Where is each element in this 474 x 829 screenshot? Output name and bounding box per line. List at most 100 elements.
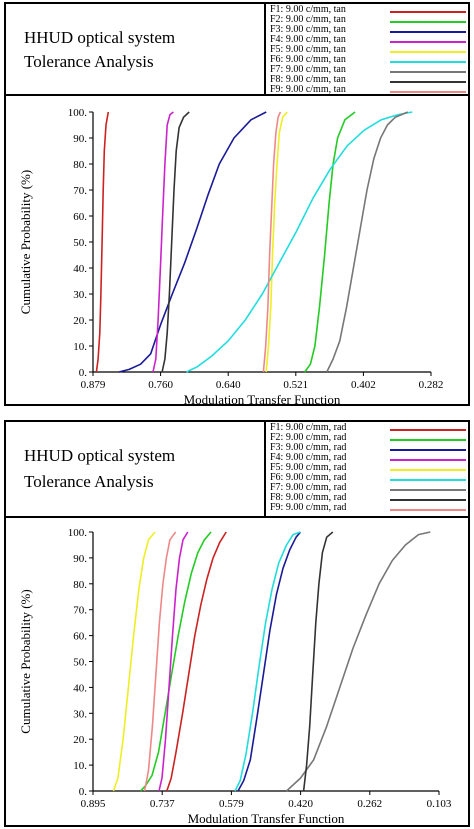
y-tick-label: 20. (73, 734, 87, 746)
x-tick-label: 0.262 (357, 798, 382, 810)
legend-label: F6: 9.00 c/mm, rad (270, 472, 347, 483)
legend-label: F4: 9.00 c/mm, tan (270, 34, 346, 45)
legend-entry: F4: 9.00 c/mm, tan (266, 34, 472, 46)
y-tick-label: 30. (73, 289, 87, 301)
x-tick-label: 0.579 (219, 798, 244, 810)
legend-entry: F6: 9.00 c/mm, tan (266, 54, 472, 66)
chart-header-1: HHUD optical system Tolerance Analysis F… (6, 4, 468, 96)
legend-swatch (390, 31, 466, 33)
chart-header-2: HHUD optical system Tolerance Analysis F… (6, 422, 468, 518)
plot-1: 0. 10. 20. 30. 40. 50. 60. 70. 80. 90. 100. 0.879 0.… (18, 107, 444, 407)
legend-entry: F2: 9.00 c/mm, rad (266, 432, 472, 444)
y-tick-label: 100. (68, 107, 88, 119)
y-tick-label: 20. (73, 315, 87, 327)
legend-label: F8: 9.00 c/mm, tan (270, 74, 346, 85)
x-tick-label: 0.760 (148, 379, 173, 391)
legend-label: F3: 9.00 c/mm, rad (270, 442, 347, 453)
series-line-f9 (262, 111, 282, 373)
legend-entry: F8: 9.00 c/mm, rad (266, 492, 472, 504)
legend-entry: F9: 9.00 c/mm, tan (266, 84, 472, 96)
y-tick-label: 90. (73, 133, 87, 145)
chart-title-1: HHUD optical system (24, 28, 176, 47)
y-tick-label: 70. (73, 185, 87, 197)
legend-swatch (390, 439, 466, 441)
x-axis-label: Modulation Transfer Function (188, 811, 345, 826)
legend-swatch (390, 499, 466, 501)
legend-label: F7: 9.00 c/mm, tan (270, 64, 346, 75)
legend-swatch (390, 71, 466, 73)
y-tick-label: 0. (79, 367, 88, 379)
y-tick-label: 10. (73, 341, 87, 353)
legend-label: F9: 9.00 c/mm, tan (270, 84, 346, 95)
legend-swatch (390, 11, 466, 13)
series-line-f3 (237, 531, 302, 792)
legend-swatch (390, 479, 466, 481)
y-tick-label: 40. (73, 263, 87, 275)
series-line-f7 (285, 531, 431, 792)
legend-swatch (390, 429, 466, 431)
y-tick-label: 30. (73, 708, 87, 720)
legend-label: F5: 9.00 c/mm, tan (270, 44, 346, 55)
y-tick-label: 100. (68, 527, 88, 539)
legend-label: F7: 9.00 c/mm, rad (270, 482, 347, 493)
x-tick-label: 0.640 (216, 379, 241, 391)
series-line-f4 (158, 531, 189, 792)
legend-label: F9: 9.00 c/mm, rad (270, 502, 347, 513)
legend-swatch (390, 509, 466, 511)
series-line-f5 (112, 531, 156, 792)
legend-entry: F7: 9.00 c/mm, rad (266, 482, 472, 494)
legend-entry: F8: 9.00 c/mm, tan (266, 74, 472, 86)
x-tick-label: 0.521 (283, 379, 308, 391)
x-tick-label: 0.282 (419, 379, 444, 391)
legend-swatch (390, 489, 466, 491)
y-axis-label: Cumulative Probability (%) (18, 170, 33, 314)
series-line-f2 (140, 531, 212, 792)
series-line-f1 (166, 531, 227, 792)
legend-swatch (390, 81, 466, 83)
legend-swatch (390, 449, 466, 451)
series-line-f5 (265, 111, 288, 373)
series-line-f8 (302, 531, 334, 792)
legend-entry: F1: 9.00 c/mm, tan (266, 4, 472, 16)
series-line-f9 (143, 531, 177, 792)
y-tick-label: 60. (73, 631, 87, 643)
series-line-f6 (186, 111, 413, 373)
y-tick-label: 60. (73, 211, 87, 223)
legend-label: F8: 9.00 c/mm, rad (270, 492, 347, 503)
series-line-f3 (118, 111, 267, 373)
x-tick-label: 0.402 (351, 379, 376, 391)
legend-label: F1: 9.00 c/mm, rad (270, 422, 347, 433)
chart-subtitle-2: Tolerance Analysis (24, 472, 154, 491)
chart-panel-1: HHUD optical system Tolerance Analysis F… (4, 2, 470, 407)
legend-label: F2: 9.00 c/mm, rad (270, 432, 347, 443)
legend-entry: F7: 9.00 c/mm, tan (266, 64, 472, 76)
legend-label: F5: 9.00 c/mm, rad (270, 462, 347, 473)
legend-entry: F5: 9.00 c/mm, rad (266, 462, 472, 474)
legend-label: F3: 9.00 c/mm, tan (270, 24, 346, 35)
series-line-f2 (304, 111, 356, 373)
series-line-f8 (161, 111, 190, 373)
legend-entry: F4: 9.00 c/mm, rad (266, 452, 472, 464)
legend-swatch (390, 51, 466, 53)
legend-swatch (390, 91, 466, 93)
y-tick-label: 70. (73, 605, 87, 617)
y-tick-label: 40. (73, 682, 87, 694)
legend-2: F1: 9.00 c/mm, rad F2: 9.00 c/mm, rad F3… (264, 422, 472, 516)
y-tick-label: 80. (73, 159, 87, 171)
y-tick-label: 80. (73, 579, 87, 591)
legend-swatch (390, 469, 466, 471)
y-tick-label: 50. (73, 657, 87, 669)
y-tick-label: 90. (73, 553, 87, 565)
series-line-f6 (234, 531, 301, 792)
legend-swatch (390, 41, 466, 43)
x-tick-label: 0.103 (427, 798, 452, 810)
chart-title-2: HHUD optical system (24, 446, 176, 465)
legend-entry: F5: 9.00 c/mm, tan (266, 44, 472, 56)
legend-swatch (390, 61, 466, 63)
x-axis-label: Modulation Transfer Function (184, 392, 341, 407)
legend-entry: F1: 9.00 c/mm, rad (266, 422, 472, 434)
x-tick-label: 0.895 (81, 798, 106, 810)
y-axis-label: Cumulative Probability (%) (18, 589, 33, 733)
legend-swatch (390, 459, 466, 461)
legend-entry: F6: 9.00 c/mm, rad (266, 472, 472, 484)
